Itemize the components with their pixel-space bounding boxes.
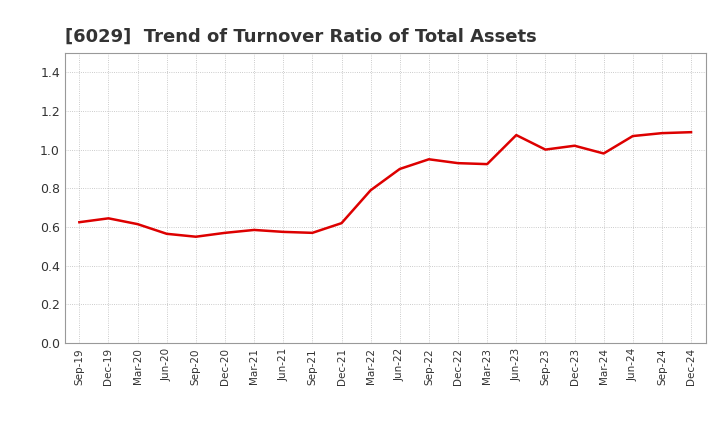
Text: [6029]  Trend of Turnover Ratio of Total Assets: [6029] Trend of Turnover Ratio of Total …: [65, 28, 536, 46]
